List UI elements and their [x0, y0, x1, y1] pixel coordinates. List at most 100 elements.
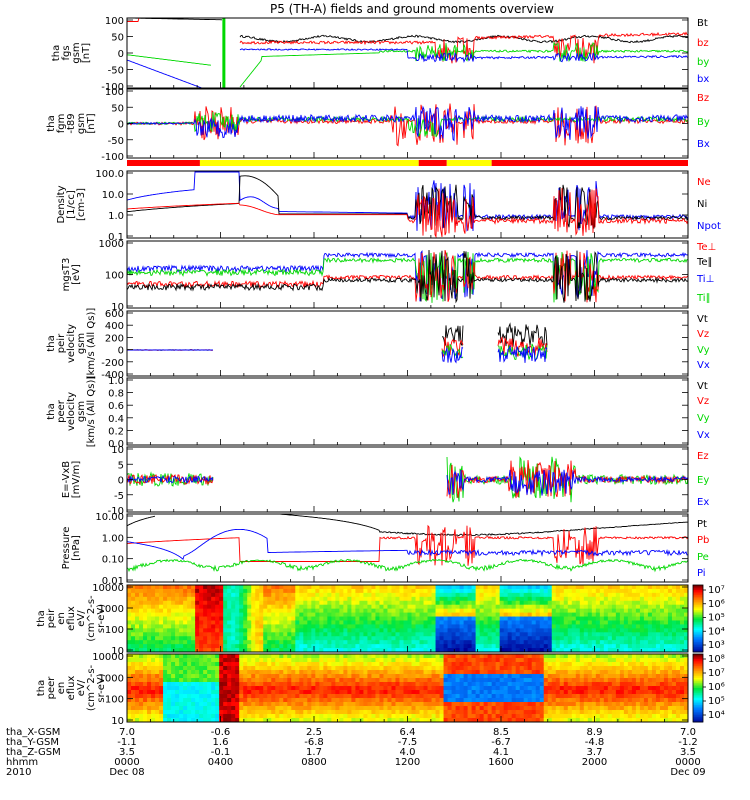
legend-ti⊥: Ti⊥	[696, 274, 714, 285]
y-axis-label: velocity	[66, 324, 77, 363]
ex-line	[126, 475, 214, 484]
y-tick-label: 10.0	[102, 190, 124, 201]
legend-ne: Ne	[697, 177, 711, 188]
x-axis-value: 3.5	[680, 747, 696, 758]
y-tick-label: 1000	[99, 673, 124, 684]
bx-t89-line	[126, 105, 689, 142]
peir-heatmap	[127, 585, 689, 653]
y-axis-label: mgsT3	[61, 258, 72, 292]
x-axis-row-label: tha_X-GSM	[6, 727, 60, 738]
y-tick-label: 1.0	[108, 376, 124, 387]
ez-line	[126, 474, 214, 486]
y-tick-label: 1000	[99, 604, 124, 615]
x-axis-value: Dec 09	[670, 767, 705, 778]
x-axis-value: 8.9	[587, 727, 603, 738]
y-tick-label: 10	[111, 716, 124, 727]
vz-line	[497, 336, 548, 357]
x-axis-value: -1.1	[117, 737, 137, 748]
legend-ni: Ni	[697, 199, 707, 210]
peer-colorbar: 10⁸ 10⁷ 10⁶ 10⁵ 10⁴	[692, 653, 725, 723]
x-axis-row-label: hhmm	[6, 757, 38, 768]
y-tick-label: 10.00	[95, 512, 124, 523]
te-perp-line	[126, 249, 689, 303]
y-axis-label: [mV/m]	[71, 461, 82, 499]
legend-bx: bx	[697, 74, 709, 85]
ex-line	[446, 469, 689, 496]
y-tick-label: 100	[105, 16, 124, 27]
y-axis-label: (cm^2-s-	[86, 595, 97, 642]
y-axis-label: tha	[36, 680, 47, 696]
x-axis-value: 4.0	[400, 747, 416, 758]
y-tick-label: 0.2	[108, 426, 124, 437]
y-tick-label: -50	[108, 136, 124, 147]
legend-ex: Ex	[697, 497, 709, 508]
x-axis-row-label: tha_Z-GSM	[6, 747, 61, 758]
x-axis-value: 3.5	[119, 747, 135, 758]
y-tick-label: 400	[105, 321, 124, 332]
y-tick-label: 10	[111, 646, 124, 657]
legend-npot: Npot	[697, 221, 721, 232]
x-axis-value: 1.7	[306, 747, 322, 758]
legend-bx: Bx	[697, 139, 710, 150]
x-axis-row-label: 2010	[6, 767, 31, 778]
y-tick-label: 0.10	[102, 555, 124, 566]
colorbar-label: 10⁷	[708, 668, 725, 679]
plot-title: P5 (TH-A) fields and ground moments over…	[270, 2, 554, 16]
peer-heatmap	[127, 654, 689, 723]
x-axis-value: 1.6	[213, 737, 229, 748]
legend-ez: Ez	[697, 451, 709, 462]
y-axis-label: peer	[46, 676, 57, 700]
y-axis-label: eflux	[66, 606, 77, 631]
x-axis-value: 0000	[114, 757, 139, 768]
legend-bt: Bt	[697, 18, 708, 29]
y-tick-label: 0	[118, 49, 124, 60]
y-axis-label: velocity	[66, 392, 77, 431]
colorbar-label: 10⁷	[708, 585, 725, 596]
legend-ti∥: Ti∥	[696, 293, 711, 304]
y-tick-label: -400	[101, 370, 124, 381]
y-axis-label: tha	[46, 115, 57, 131]
y-axis-label: tha	[46, 335, 57, 351]
y-tick-label: -100	[101, 82, 124, 93]
y-axis-label: [nT]	[81, 43, 92, 63]
y-axis-label: sr-eV)	[96, 673, 107, 702]
y-axis-label: tha	[36, 610, 47, 626]
legend-vt: Vt	[697, 314, 708, 325]
y-axis-label: eV/	[76, 679, 87, 696]
y-axis-label: fgm	[56, 114, 67, 134]
pt-line	[126, 515, 156, 527]
x-axis-value: -6.7	[491, 737, 511, 748]
x-axis-value: 4.1	[493, 747, 509, 758]
legend-vy: Vy	[697, 345, 710, 356]
y-tick-label: -50	[108, 66, 124, 77]
legend-ey: Ey	[697, 475, 709, 486]
bt-line	[239, 34, 689, 44]
bx-line	[239, 48, 689, 63]
region-bar-segment	[127, 160, 200, 166]
y-tick-label: 10	[111, 445, 124, 456]
y-tick-label: 100	[105, 625, 124, 636]
ez-line	[446, 460, 689, 499]
panel-frame	[126, 240, 689, 309]
region-bar-segment	[491, 160, 688, 166]
x-axis-value: 3.7	[587, 747, 603, 758]
ne-line	[127, 188, 689, 239]
y-tick-label: 50	[111, 103, 124, 114]
y-tick-label: 100	[105, 87, 124, 98]
x-axis-value: 2.5	[306, 727, 322, 738]
x-axis-value: -7.5	[398, 737, 418, 748]
y-axis-label: peir	[46, 608, 57, 628]
x-axis-value: -6.8	[304, 737, 324, 748]
y-tick-label: -5	[114, 491, 124, 502]
y-axis-label: en	[56, 682, 67, 695]
x-axis-value: 0000	[675, 757, 700, 768]
y-axis-label: [nPa]	[71, 535, 82, 561]
y-axis-label: gsm	[76, 401, 87, 422]
y-tick-label: 0.1	[108, 232, 124, 243]
colorbar-label: 10⁴	[708, 710, 725, 721]
x-axis-value: -0.1	[211, 747, 231, 758]
colorbar-label: 10⁵	[708, 613, 725, 624]
pe-line	[126, 558, 689, 573]
y-axis-label: eV/	[76, 610, 87, 627]
y-tick-label: 0.0	[108, 439, 124, 450]
